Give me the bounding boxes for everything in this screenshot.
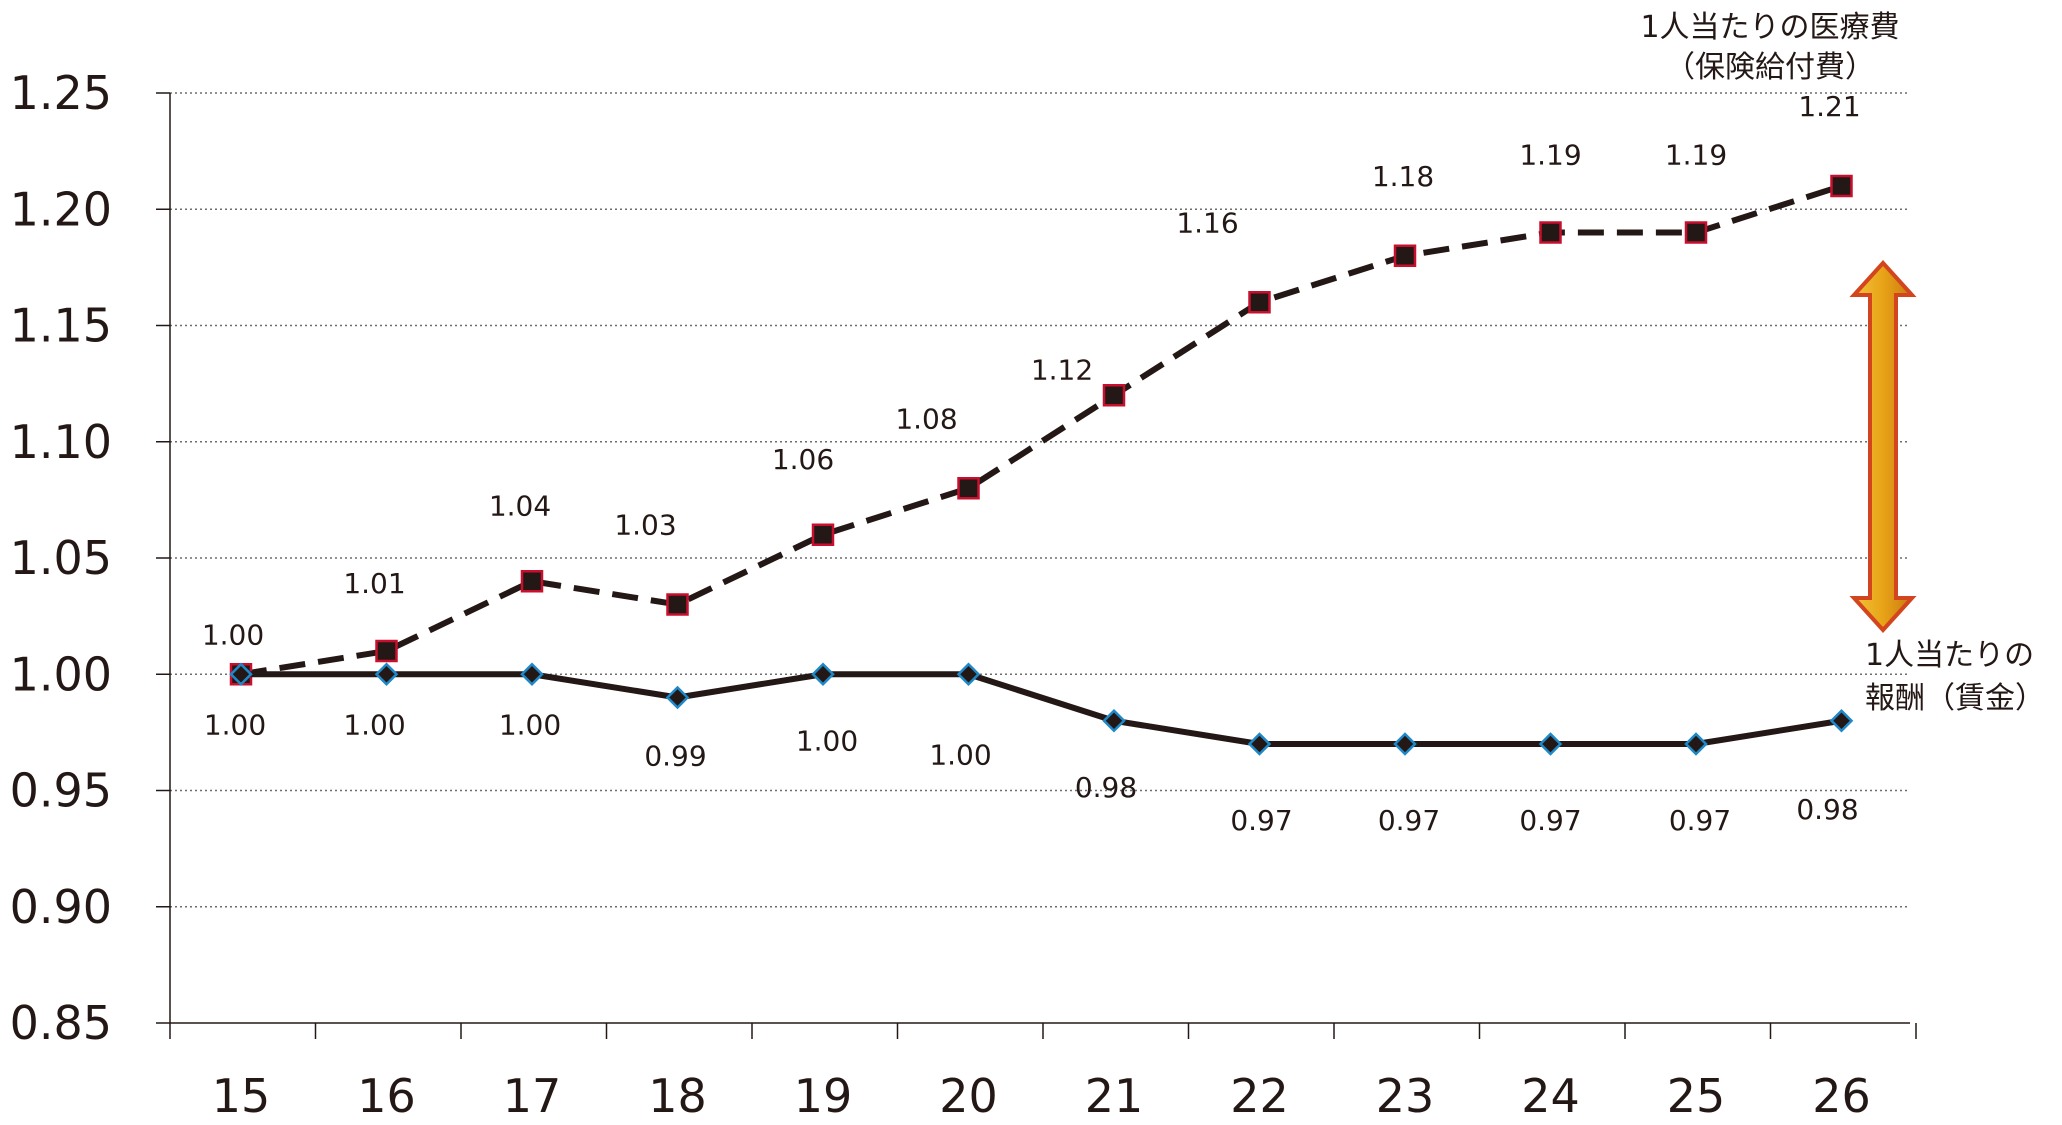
x-tick-label: 22 xyxy=(1230,1069,1289,1123)
wage-data-label: 0.97 xyxy=(1669,804,1731,837)
wage-data-label: 0.97 xyxy=(1378,804,1440,837)
medical-point-marker xyxy=(1830,174,1853,198)
wage-data-label: 1.00 xyxy=(929,738,991,771)
wage-data-label: 0.98 xyxy=(1796,793,1858,826)
x-tick-label: 26 xyxy=(1812,1069,1871,1123)
y-tick-label: 1.05 xyxy=(10,531,112,585)
legend-wage-line1: 1人当たりの xyxy=(1865,638,2034,673)
medical-point-marker xyxy=(520,570,544,593)
wage-data-label: 1.00 xyxy=(204,708,266,741)
wage-data-label: 0.97 xyxy=(1519,804,1581,837)
medical-point-marker xyxy=(1393,244,1417,267)
medical-data-label: 1.00 xyxy=(202,618,264,651)
medical-point-marker xyxy=(375,639,398,663)
wage-point-marker xyxy=(665,685,690,710)
medical-point-marker xyxy=(1539,221,1562,244)
wage-data-label: 1.00 xyxy=(343,708,405,741)
legend-medical: 1人当たりの医療費 （保険給付費） xyxy=(1640,10,1899,85)
medical-point-marker xyxy=(666,593,689,616)
medical-data-label: 1.06 xyxy=(772,443,834,476)
y-tick-label: 0.95 xyxy=(10,764,112,818)
medical-data-label: 1.01 xyxy=(343,567,405,600)
x-tick-label: 19 xyxy=(794,1069,853,1123)
y-tick-label: 1.20 xyxy=(10,182,112,236)
gap-arrow xyxy=(1849,260,1917,633)
wage-point-marker xyxy=(1829,708,1854,733)
medical-point-marker xyxy=(1102,384,1126,407)
wage-point-marker xyxy=(374,662,399,687)
legend-medical-line1: 1人当たりの医療費 xyxy=(1640,10,1899,45)
legend-wage-line2: 報酬（賃金） xyxy=(1865,681,2045,716)
medical-data-label: 1.04 xyxy=(489,489,551,522)
x-tick-label: 23 xyxy=(1376,1069,1435,1123)
medical-data-label: 1.21 xyxy=(1798,90,1860,123)
medical-point-marker xyxy=(957,477,980,500)
wage-point-marker xyxy=(229,662,253,687)
y-tick-label: 1.10 xyxy=(10,415,112,469)
x-tick-label: 20 xyxy=(939,1069,998,1123)
medical-data-label: 1.03 xyxy=(614,509,676,542)
gap-arrow-shape xyxy=(1849,260,1917,633)
medical-point-marker xyxy=(1248,291,1271,314)
wage-point-marker xyxy=(1102,708,1126,733)
x-tick-label: 18 xyxy=(648,1069,707,1123)
wage-point-marker xyxy=(1247,732,1272,756)
series-line-1 xyxy=(241,671,1842,747)
wage-point-marker xyxy=(520,662,544,687)
y-tick-label: 0.85 xyxy=(10,996,112,1050)
medical-data-label: 1.08 xyxy=(895,402,957,435)
y-tick-label: 0.90 xyxy=(10,880,112,934)
wage-point-marker xyxy=(956,662,981,687)
x-tick-label: 24 xyxy=(1521,1069,1580,1123)
wage-point-marker xyxy=(1538,732,1563,756)
y-tick-label: 1.25 xyxy=(10,66,112,120)
wage-point-marker xyxy=(811,662,835,687)
wage-point-marker xyxy=(1393,732,1417,756)
medical-point-marker xyxy=(1684,221,1708,244)
series-line-0 xyxy=(240,183,1843,678)
wage-data-label: 0.99 xyxy=(644,740,706,773)
legend-wage: 1人当たりの 報酬（賃金） xyxy=(1865,638,2045,716)
medical-data-label: 1.19 xyxy=(1519,139,1581,172)
x-tick-label: 15 xyxy=(212,1069,271,1123)
medical-data-label: 1.18 xyxy=(1372,160,1434,193)
y-tick-label: 1.00 xyxy=(10,647,112,701)
medical-data-label: 1.16 xyxy=(1176,206,1238,239)
wage-point-marker xyxy=(1684,732,1708,756)
gridlines xyxy=(170,92,1910,908)
data-labels: 1.00 1.01 1.04 1.03 1.06 1.08 1.12 1.16 1.18 1.19… xyxy=(202,90,1861,837)
x-tick-label: 25 xyxy=(1667,1069,1726,1123)
medical-data-label: 1.12 xyxy=(1031,353,1093,386)
x-tick-label: 17 xyxy=(503,1069,562,1123)
wage-data-label: 0.97 xyxy=(1230,804,1292,837)
series xyxy=(229,174,1854,756)
wage-data-label: 1.00 xyxy=(796,724,858,757)
medical-point-marker xyxy=(811,523,835,546)
axes: 0.85 0.90 0.95 1.00 1.05 1.10 1.15 1.20 1.25 15 16… xyxy=(10,66,1917,1123)
x-tick-label: 21 xyxy=(1085,1069,1144,1123)
wage-data-label: 1.00 xyxy=(499,708,561,741)
legend-medical-line2: （保険給付費） xyxy=(1665,50,1875,85)
wage-data-label: 0.98 xyxy=(1075,771,1137,804)
y-tick-label: 1.15 xyxy=(10,299,112,353)
x-tick-label: 16 xyxy=(357,1069,416,1123)
medical-data-label: 1.19 xyxy=(1665,139,1727,172)
